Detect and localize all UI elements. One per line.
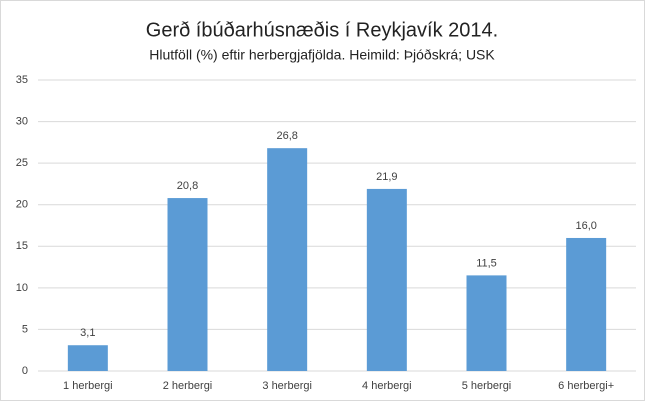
data-label: 11,5 [476,257,497,269]
chart-title: Gerð íbúðarhúsnæðis í Reykjavík 2014. [146,19,498,41]
x-tick-label: 6 herbergi+ [558,380,614,392]
y-tick-label: 35 [16,74,28,86]
y-tick-label: 5 [22,323,28,335]
bar [466,275,507,371]
x-tick-label: 1 herbergi [63,380,113,392]
y-tick-label: 15 [16,240,28,252]
bar [366,188,407,371]
y-tick-label: 10 [16,282,28,294]
x-tick-label: 2 herbergi [163,380,213,392]
bar [566,237,607,371]
y-tick-label: 0 [22,365,28,377]
chart-subtitle: Hlutföll (%) eftir herbergjafjölda. Heim… [149,47,495,63]
data-label: 21,9 [376,171,397,183]
y-tick-label: 30 [16,115,28,127]
y-tick-label: 20 [16,199,28,211]
y-tick-label: 25 [16,157,28,169]
bar [267,148,308,371]
data-label: 3,1 [80,327,95,339]
x-tick-label: 5 herbergi [462,380,512,392]
bar [67,345,108,371]
data-label: 16,0 [575,220,596,232]
data-label: 26,8 [276,130,297,142]
data-label: 20,8 [177,180,198,192]
x-tick-label: 4 herbergi [362,380,412,392]
bar [167,198,208,371]
x-tick-label: 3 herbergi [262,380,312,392]
